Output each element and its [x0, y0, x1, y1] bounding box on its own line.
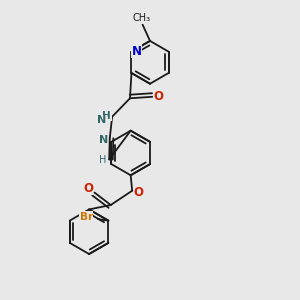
- Text: Br: Br: [80, 212, 93, 222]
- Text: N: N: [99, 135, 108, 145]
- Text: O: O: [83, 182, 93, 194]
- Text: N: N: [132, 44, 142, 58]
- Text: CH₃: CH₃: [132, 13, 150, 23]
- Text: O: O: [154, 90, 164, 103]
- Text: H: H: [99, 155, 106, 165]
- Text: O: O: [134, 186, 144, 199]
- Text: H: H: [102, 111, 111, 121]
- Text: N: N: [98, 115, 107, 125]
